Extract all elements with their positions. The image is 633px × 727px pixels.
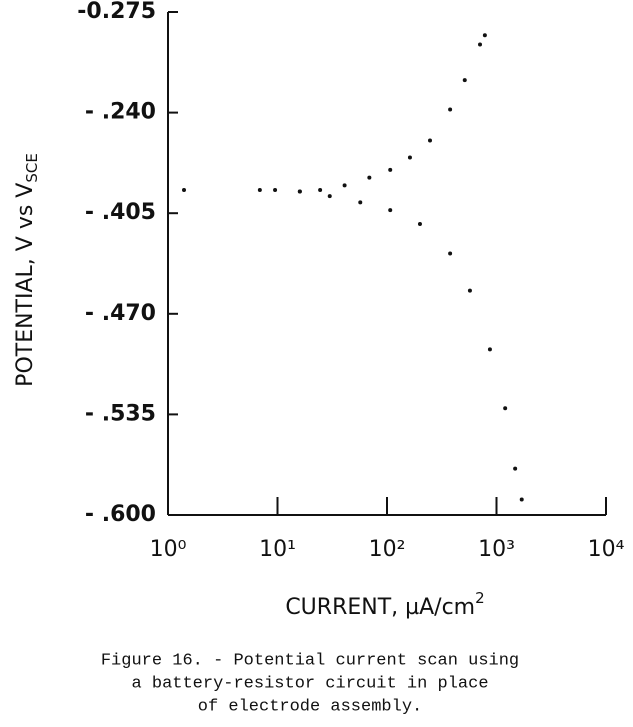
data-point [428,138,433,143]
y-tick-label: - .240 [85,100,156,125]
caption-line: of electrode assembly. [198,697,422,716]
data-point [342,183,347,188]
data-point [513,466,518,471]
data-point [367,175,372,180]
y-label-text: POTENTIAL, V vs V [13,183,38,387]
data-point [273,187,278,192]
data-point [462,78,467,83]
x-tick-label: 10² [369,537,406,562]
y-label-subscript: SCE [23,153,41,182]
y-axis-label: POTENTIAL, V vs VSCE [13,153,41,387]
data-point [448,251,453,256]
x-label-superscript: 2 [475,589,485,607]
x-tick-label: 10⁴ [588,537,625,562]
data-point [407,155,412,160]
data-point [182,187,187,192]
data-point [327,194,332,199]
y-tick-label: - .600 [85,502,156,527]
data-point [503,406,508,411]
data-point [388,208,393,213]
y-tick-label: - .405 [85,200,156,225]
data-point [257,187,262,192]
caption-line: a battery-resistor circuit in place [131,674,488,693]
data-point [358,200,363,205]
data-point [482,33,487,38]
y-tick-label: - .470 [85,301,156,326]
data-point [478,42,483,47]
x-tick-label: 10¹ [259,537,296,562]
data-point [467,288,472,293]
caption-line: Figure 16. - Potential current scan usin… [101,651,519,670]
data-point [417,222,422,227]
x-label-text: CURRENT, µA/cm [285,595,475,620]
data-point [519,497,524,502]
x-tick-label: 10³ [478,537,515,562]
data-point [448,107,453,112]
x-axis-label: CURRENT, µA/cm2 [285,589,484,621]
data-point [318,187,323,192]
data-point [388,167,393,172]
data-point [297,189,302,194]
y-tick-label: - .535 [85,401,156,426]
data-point [487,347,492,352]
x-tick-label: 10⁰ [150,537,187,562]
y-tick-label: -0.275 [77,0,156,24]
